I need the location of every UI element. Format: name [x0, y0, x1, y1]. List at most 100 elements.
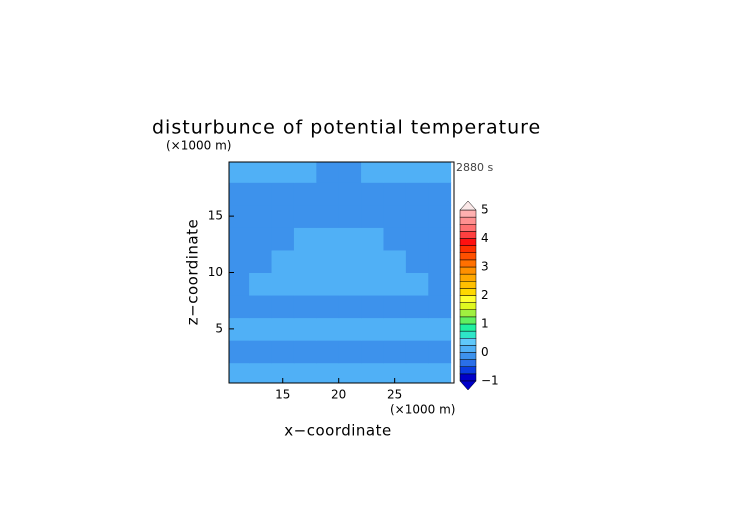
- colorbar-cell: [459, 330, 477, 339]
- contour-cell: [229, 227, 250, 251]
- contour-cell: [293, 249, 317, 273]
- colorbar-cell: [459, 245, 477, 253]
- contour-cell: [405, 182, 429, 206]
- contour-cell: [249, 317, 273, 341]
- contour-cell: [405, 249, 429, 273]
- contour-cell: [271, 162, 295, 183]
- contour-cell: [293, 182, 317, 206]
- contour-cell: [383, 362, 407, 383]
- contour-cell: [428, 249, 452, 273]
- contour-cell: [361, 249, 384, 273]
- colorbar-cell: [459, 252, 477, 261]
- contour-cell: [361, 272, 384, 296]
- colorbar-cell: [459, 259, 477, 268]
- x-unit: (×1000 m): [390, 403, 455, 417]
- contour-cell: [428, 340, 452, 364]
- contour-cell: [249, 182, 273, 206]
- contour-cell: [361, 340, 384, 364]
- contour-cell: [338, 340, 362, 364]
- contour-cell: [229, 317, 250, 341]
- contour-cell: [428, 182, 452, 206]
- contour-cell: [405, 272, 429, 296]
- contour-cell: [316, 249, 340, 273]
- contour-cell: [229, 272, 250, 296]
- y-axis-label: z−coordinate: [184, 219, 202, 325]
- colorbar-cell: [459, 209, 477, 218]
- contour-cell: [271, 362, 295, 383]
- contour-cell: [316, 227, 340, 251]
- contour-cell: [271, 204, 295, 228]
- colorbar-tick-label: 0: [481, 345, 489, 359]
- field: [229, 162, 452, 383]
- contour-cell: [229, 295, 250, 319]
- contour-cell: [249, 204, 273, 228]
- contour-cell: [271, 272, 295, 296]
- contour-cell: [249, 340, 273, 364]
- x-tick-label: 15: [275, 388, 290, 402]
- contour-cell: [271, 227, 295, 251]
- contour-cell: [383, 317, 407, 341]
- contour-cell: [316, 317, 340, 341]
- time-label: 2880 s: [456, 161, 493, 174]
- x-tick-label: 25: [387, 388, 402, 402]
- contour-cell: [316, 340, 340, 364]
- contour-cell: [338, 272, 362, 296]
- contour-cell: [383, 162, 407, 183]
- contour-cell: [428, 227, 452, 251]
- contour-cell: [361, 295, 384, 319]
- contour-cell: [428, 272, 452, 296]
- colorbar-cell: [459, 352, 477, 360]
- colorbar-cell: [459, 238, 477, 246]
- contour-cell: [293, 340, 317, 364]
- colorbar-tick-label: −1: [481, 374, 499, 388]
- colorbar-cell: [459, 338, 477, 346]
- colorbar-cell: [459, 373, 477, 382]
- colorbar-cell: [459, 359, 477, 367]
- contour-cell: [361, 162, 384, 183]
- colorbar-cell: [459, 288, 477, 296]
- contour-cell: [293, 362, 317, 383]
- contour-cell: [316, 204, 340, 228]
- contour-cell: [249, 295, 273, 319]
- contour-cell: [338, 295, 362, 319]
- colorbar-tick-label: 3: [481, 260, 489, 274]
- contour-cell: [338, 227, 362, 251]
- x-tick-label: 20: [331, 388, 346, 402]
- contour-cell: [428, 362, 452, 383]
- contour-cell: [361, 227, 384, 251]
- colorbar-tick-label: 5: [481, 203, 489, 217]
- contour-cell: [249, 227, 273, 251]
- contour-cell: [249, 272, 273, 296]
- contour-cell: [229, 182, 250, 206]
- contour-cell: [361, 362, 384, 383]
- contour-cell: [249, 249, 273, 273]
- contour-cell: [361, 317, 384, 341]
- contour-cell: [271, 317, 295, 341]
- contour-cell: [316, 162, 340, 183]
- contour-cell: [428, 204, 452, 228]
- contour-cell: [293, 272, 317, 296]
- contour-cell: [316, 295, 340, 319]
- colorbar-cell: [459, 295, 477, 303]
- colorbar-cell: [459, 309, 477, 318]
- contour-cell: [361, 204, 384, 228]
- contour-cell: [405, 162, 429, 183]
- colorbar-cell: [459, 345, 477, 353]
- contour-cell: [405, 227, 429, 251]
- contour-cell: [383, 272, 407, 296]
- contour-cell: [249, 162, 273, 183]
- colorbar-cell: [459, 266, 477, 275]
- y-tick-label: 5: [215, 321, 223, 335]
- contour-cell: [383, 227, 407, 251]
- contour-cell: [249, 362, 273, 383]
- contour-cell: [405, 362, 429, 383]
- contour-cell: [229, 204, 250, 228]
- contour-cell: [383, 182, 407, 206]
- contour-cell: [383, 249, 407, 273]
- contour-cell: [271, 340, 295, 364]
- x-axis-label: x−coordinate: [284, 422, 391, 440]
- contour-cell: [229, 249, 250, 273]
- contour-cell: [383, 295, 407, 319]
- colorbar-cell: [459, 224, 477, 232]
